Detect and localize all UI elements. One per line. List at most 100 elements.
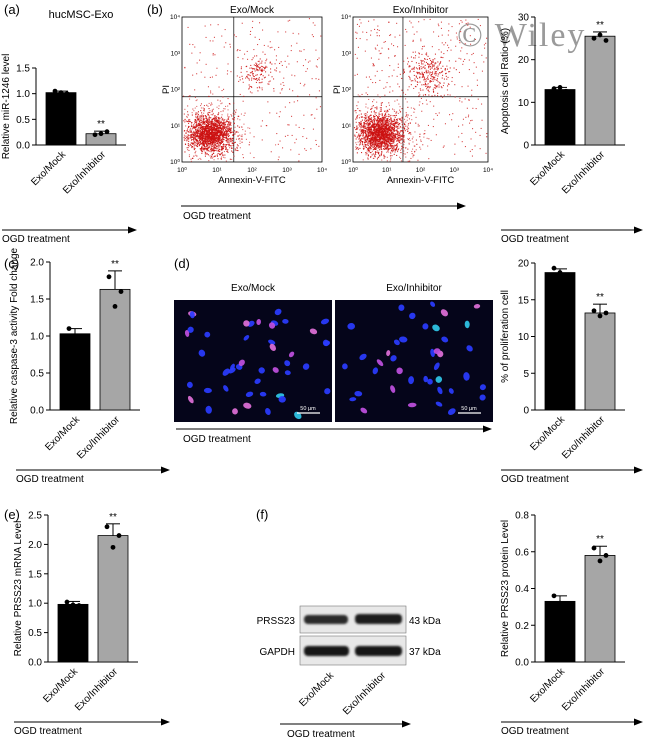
flow-event	[295, 124, 297, 126]
flow-event	[234, 132, 236, 134]
flow-event	[215, 137, 217, 139]
flow-event	[363, 126, 365, 128]
flow-event	[203, 112, 205, 114]
flow-event	[218, 147, 220, 149]
data-point	[551, 265, 557, 271]
flow-event	[397, 125, 399, 127]
flow-event	[372, 105, 374, 107]
flow-event	[214, 143, 216, 145]
flow-event	[366, 31, 368, 33]
flow-event	[202, 122, 204, 124]
flow-event	[231, 147, 233, 149]
flow-event	[381, 133, 383, 135]
flow-event	[443, 145, 445, 147]
flow-event	[214, 135, 216, 137]
flow-event	[424, 94, 426, 96]
flow-event	[195, 116, 197, 118]
flow-event	[459, 42, 461, 44]
flow-event	[383, 141, 385, 143]
flow-event	[183, 130, 185, 132]
flow-event	[376, 127, 378, 129]
flow-event	[383, 136, 385, 138]
flow-event	[388, 136, 390, 138]
flow-event	[268, 74, 270, 76]
flow-event	[438, 86, 440, 88]
flow-event	[377, 144, 379, 146]
flow-event	[384, 148, 386, 150]
flow-event	[204, 143, 206, 145]
flow-event	[450, 39, 452, 41]
flow-event	[413, 33, 415, 35]
flow-event	[202, 135, 204, 137]
flow-event	[415, 67, 417, 69]
flow-event	[371, 129, 373, 131]
flow-event	[378, 145, 380, 147]
flow-event	[379, 131, 381, 133]
flow-event	[425, 61, 427, 63]
y-tick-label: 2.0	[30, 258, 44, 269]
flow-event	[356, 105, 358, 107]
flow-event	[318, 57, 320, 59]
flow-event	[250, 86, 252, 88]
flow-event	[374, 118, 376, 120]
flow-event	[225, 126, 227, 128]
flow-event	[367, 118, 369, 120]
flow-event	[210, 133, 212, 135]
flow-event	[197, 142, 199, 144]
flow-event	[382, 140, 384, 142]
flow-event	[396, 111, 398, 113]
image-title-inhibitor: Exo/Inhibitor	[386, 283, 442, 294]
flow-event	[392, 115, 394, 117]
flow-event	[378, 114, 380, 116]
flow-event	[210, 157, 212, 159]
flow-event	[196, 131, 198, 133]
flow-event	[379, 139, 381, 141]
flow-event	[464, 98, 466, 100]
flow-x-label: Annexin-V-FITC	[218, 175, 286, 186]
flow-event	[401, 121, 403, 123]
flow-event	[356, 125, 358, 127]
flow-event	[370, 137, 372, 139]
flow-event	[373, 141, 375, 143]
flow-event	[380, 133, 382, 135]
flow-event	[210, 126, 212, 128]
flow-event	[395, 145, 397, 147]
flow-event	[439, 62, 441, 64]
flow-event	[392, 132, 394, 134]
flow-event	[303, 114, 305, 116]
flow-event	[187, 143, 189, 145]
flow-event	[384, 94, 386, 96]
flow-event	[256, 55, 258, 57]
flow-event	[227, 113, 229, 115]
flow-event	[186, 116, 188, 118]
flow-event	[368, 116, 370, 118]
flow-event	[386, 146, 388, 148]
flow-event	[197, 132, 199, 134]
treatment-label: OGD treatment	[2, 234, 70, 245]
flow-event	[365, 118, 367, 120]
flow-event	[222, 129, 224, 131]
flow-event	[427, 145, 429, 147]
flow-event	[197, 133, 199, 135]
flow-event	[187, 149, 189, 151]
flow-event	[207, 125, 209, 127]
flow-event	[278, 46, 280, 48]
flow-event	[481, 70, 483, 72]
flow-event	[218, 150, 220, 152]
flow-event	[470, 43, 472, 45]
flow-event	[232, 131, 234, 133]
flow-event	[403, 68, 405, 70]
flow-event	[264, 76, 266, 78]
flow-event	[265, 65, 267, 67]
flow-event	[423, 136, 425, 138]
flow-event	[378, 144, 380, 146]
flow-event	[403, 131, 405, 133]
flow-event	[203, 110, 205, 112]
flow-event	[217, 141, 219, 143]
flow-event	[257, 44, 259, 46]
flow-event	[481, 103, 483, 105]
flow-event	[393, 125, 395, 127]
flow-event	[469, 26, 471, 28]
flow-event	[360, 140, 362, 142]
flow-event	[356, 144, 358, 146]
